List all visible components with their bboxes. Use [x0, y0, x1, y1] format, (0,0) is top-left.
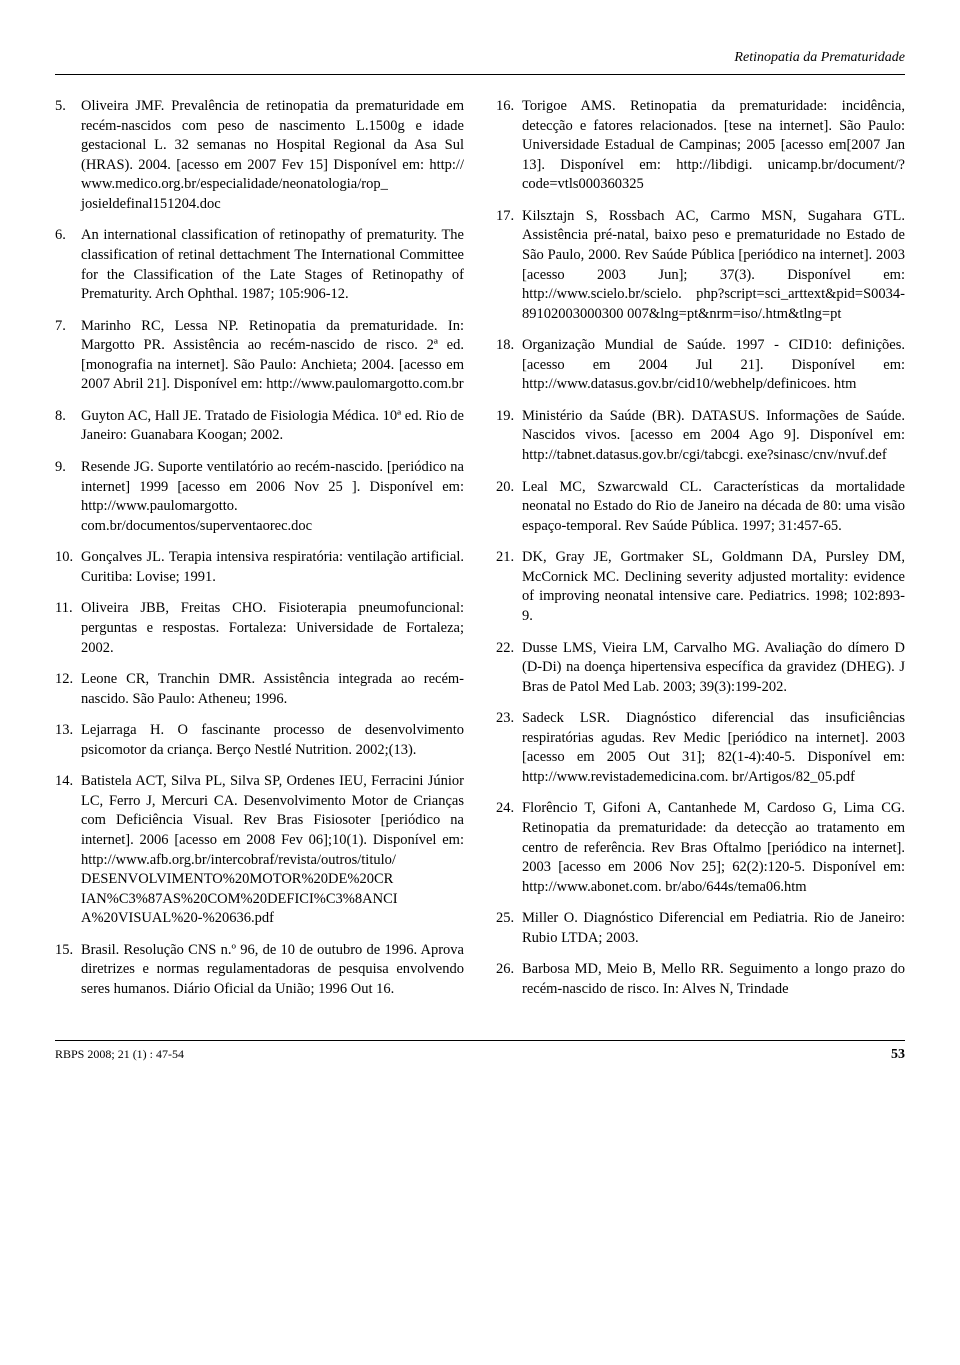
running-head: Retinopatia da Prematuridade [55, 50, 905, 66]
reference-item: 13.Lejarraga H. O fascinante processo de… [55, 721, 464, 760]
reference-text: DK, Gray JE, Gortmaker SL, Goldmann DA, … [522, 548, 905, 626]
reference-item: 15.Brasil. Resolução CNS n.º 96, de 10 d… [55, 941, 464, 1000]
reference-item: 10.Gonçalves JL. Terapia intensiva respi… [55, 548, 464, 587]
reference-item: 9.Resende JG. Suporte ventilatório ao re… [55, 458, 464, 536]
reference-item: 14.Batistela ACT, Silva PL, Silva SP, Or… [55, 772, 464, 929]
reference-item: 22.Dusse LMS, Vieira LM, Carvalho MG. Av… [496, 639, 905, 698]
reference-item: 23.Sadeck LSR. Diagnóstico diferencial d… [496, 709, 905, 787]
reference-text: Dusse LMS, Vieira LM, Carvalho MG. Avali… [522, 639, 905, 698]
reference-text: Guyton AC, Hall JE. Tratado de Fisiologi… [81, 407, 464, 446]
reference-number: 19. [496, 407, 522, 466]
reference-number: 11. [55, 599, 81, 658]
reference-item: 26.Barbosa MD, Meio B, Mello RR. Seguime… [496, 960, 905, 999]
reference-item: 20.Leal MC, Szwarcwald CL. Característic… [496, 478, 905, 537]
reference-item: 12.Leone CR, Tranchin DMR. Assistência i… [55, 670, 464, 709]
reference-number: 10. [55, 548, 81, 587]
reference-number: 15. [55, 941, 81, 1000]
reference-item: 11.Oliveira JBB, Freitas CHO. Fisioterap… [55, 599, 464, 658]
reference-number: 13. [55, 721, 81, 760]
reference-text: Lejarraga H. O fascinante processo de de… [81, 721, 464, 760]
reference-number: 25. [496, 909, 522, 948]
reference-number: 20. [496, 478, 522, 537]
reference-item: 7.Marinho RC, Lessa NP. Retinopatia da p… [55, 317, 464, 395]
reference-number: 14. [55, 772, 81, 929]
reference-item: 21.DK, Gray JE, Gortmaker SL, Goldmann D… [496, 548, 905, 626]
reference-text: Oliveira JMF. Prevalência de retinopatia… [81, 97, 464, 214]
reference-item: 19.Ministério da Saúde (BR). DATASUS. In… [496, 407, 905, 466]
two-column-body: 5.Oliveira JMF. Prevalência de retinopat… [55, 97, 905, 1012]
reference-number: 9. [55, 458, 81, 536]
reference-number: 22. [496, 639, 522, 698]
reference-item: 8.Guyton AC, Hall JE. Tratado de Fisiolo… [55, 407, 464, 446]
reference-text: An international classification of retin… [81, 226, 464, 304]
reference-text: Barbosa MD, Meio B, Mello RR. Seguimento… [522, 960, 905, 999]
reference-number: 23. [496, 709, 522, 787]
reference-text: Oliveira JBB, Freitas CHO. Fisioterapia … [81, 599, 464, 658]
top-rule [55, 74, 905, 75]
reference-text: Gonçalves JL. Terapia intensiva respirat… [81, 548, 464, 587]
reference-number: 16. [496, 97, 522, 195]
reference-text: Leone CR, Tranchin DMR. Assistência inte… [81, 670, 464, 709]
reference-text: Miller O. Diagnóstico Diferencial em Ped… [522, 909, 905, 948]
reference-number: 5. [55, 97, 81, 214]
reference-text: Torigoe AMS. Retinopatia da prematuridad… [522, 97, 905, 195]
bottom-rule [55, 1040, 905, 1041]
reference-text: Organização Mundial de Saúde. 1997 - CID… [522, 336, 905, 395]
reference-number: 24. [496, 799, 522, 897]
reference-item: 17.Kilsztajn S, Rossbach AC, Carmo MSN, … [496, 207, 905, 324]
reference-number: 8. [55, 407, 81, 446]
reference-text: Marinho RC, Lessa NP. Retinopatia da pre… [81, 317, 464, 395]
reference-item: 6.An international classification of ret… [55, 226, 464, 304]
reference-text: Ministério da Saúde (BR). DATASUS. Infor… [522, 407, 905, 466]
reference-item: 24.Florêncio T, Gifoni A, Cantanhede M, … [496, 799, 905, 897]
reference-text: Kilsztajn S, Rossbach AC, Carmo MSN, Sug… [522, 207, 905, 324]
reference-text: Resende JG. Suporte ventilatório ao recé… [81, 458, 464, 536]
page-number: 53 [891, 1047, 905, 1063]
reference-number: 7. [55, 317, 81, 395]
footer-citation: RBPS 2008; 21 (1) : 47-54 [55, 1047, 184, 1063]
left-column: 5.Oliveira JMF. Prevalência de retinopat… [55, 97, 464, 1012]
reference-number: 12. [55, 670, 81, 709]
reference-number: 6. [55, 226, 81, 304]
reference-number: 21. [496, 548, 522, 626]
reference-number: 18. [496, 336, 522, 395]
reference-number: 17. [496, 207, 522, 324]
reference-item: 5.Oliveira JMF. Prevalência de retinopat… [55, 97, 464, 214]
footer: RBPS 2008; 21 (1) : 47-54 53 [55, 1040, 905, 1063]
reference-text: Brasil. Resolução CNS n.º 96, de 10 de o… [81, 941, 464, 1000]
reference-text: Florêncio T, Gifoni A, Cantanhede M, Car… [522, 799, 905, 897]
reference-item: 16.Torigoe AMS. Retinopatia da prematuri… [496, 97, 905, 195]
reference-item: 18.Organização Mundial de Saúde. 1997 - … [496, 336, 905, 395]
reference-text: Sadeck LSR. Diagnóstico diferencial das … [522, 709, 905, 787]
right-column: 16.Torigoe AMS. Retinopatia da prematuri… [496, 97, 905, 1012]
reference-text: Batistela ACT, Silva PL, Silva SP, Orden… [81, 772, 464, 929]
reference-item: 25.Miller O. Diagnóstico Diferencial em … [496, 909, 905, 948]
reference-text: Leal MC, Szwarcwald CL. Características … [522, 478, 905, 537]
reference-number: 26. [496, 960, 522, 999]
